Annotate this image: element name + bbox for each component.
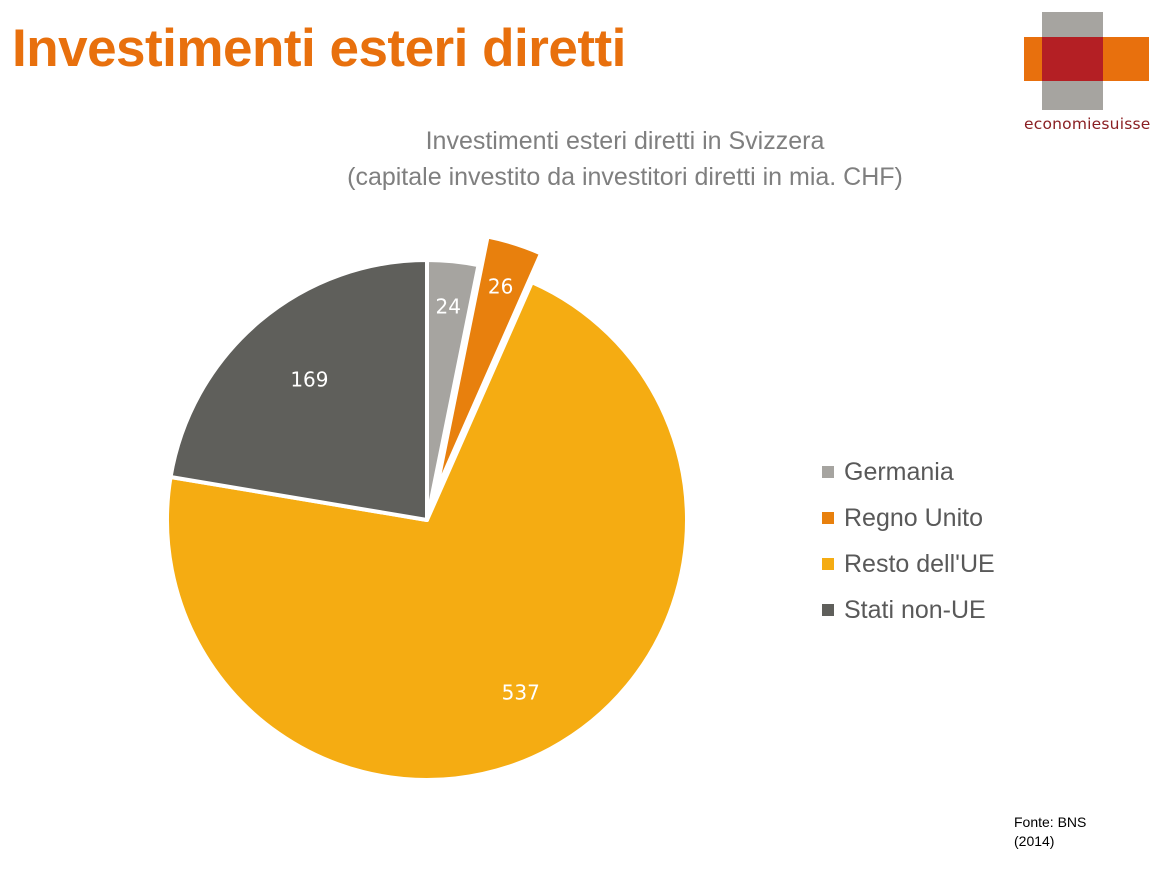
legend-label: Resto dell'UE xyxy=(844,549,995,578)
chart-subtitle: (capitale investito da investitori diret… xyxy=(347,163,903,191)
pie-slice-stati-non-ue xyxy=(168,258,429,522)
chart-legend: Germania Regno Unito Resto dell'UE Stati… xyxy=(822,449,995,633)
logo-red-square xyxy=(1042,37,1103,81)
page-title: Investimenti esteri diretti xyxy=(12,19,626,78)
source-year: (2014) xyxy=(1014,833,1055,849)
data-label: 24 xyxy=(436,294,461,318)
legend-swatch xyxy=(822,604,834,616)
economiesuisse-logo: economiesuisse xyxy=(1024,12,1152,137)
data-label: 26 xyxy=(488,275,513,299)
pie-slice-regno-unito xyxy=(434,234,544,494)
logo-wordmark: economiesuisse xyxy=(1024,115,1151,133)
pie-slice-resto-dell-ue xyxy=(165,280,689,782)
legend-item-germania: Germania xyxy=(822,449,995,495)
legend-item-resto-ue: Resto dell'UE xyxy=(822,541,995,587)
legend-label: Regno Unito xyxy=(844,503,983,532)
legend-swatch xyxy=(822,466,834,478)
source-label: Fonte: BNS xyxy=(1014,814,1087,830)
legend-label: Germania xyxy=(844,457,954,486)
legend-item-regno-unito: Regno Unito xyxy=(822,495,995,541)
data-label: 169 xyxy=(290,368,328,392)
data-label: 537 xyxy=(502,680,540,704)
legend-label: Stati non-UE xyxy=(844,595,986,624)
chart-title: Investimenti esteri diretti in Svizzera xyxy=(425,127,825,155)
legend-item-stati-non-ue: Stati non-UE xyxy=(822,587,995,633)
legend-swatch xyxy=(822,512,834,524)
legend-swatch xyxy=(822,558,834,570)
source-note: Fonte: BNS (2014) xyxy=(1014,813,1086,851)
